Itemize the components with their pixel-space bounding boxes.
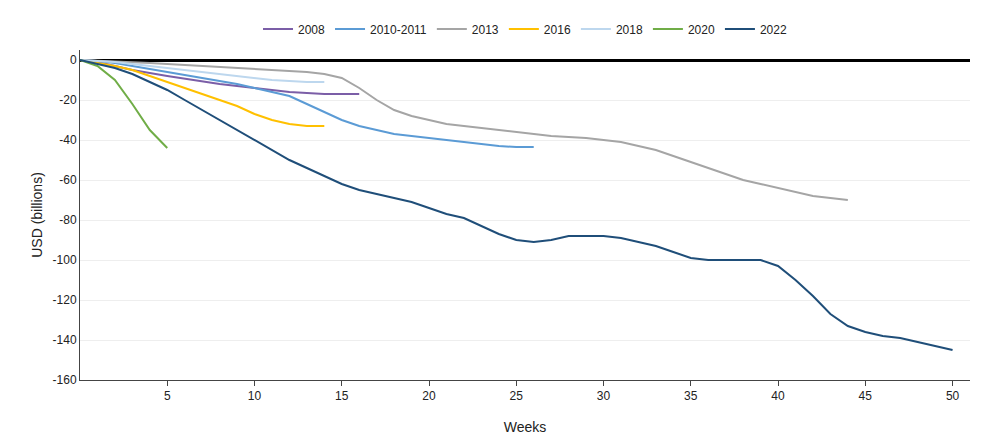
svg-text:35: 35 xyxy=(684,389,698,403)
svg-text:Weeks: Weeks xyxy=(504,419,547,435)
svg-text:-60: -60 xyxy=(59,173,77,187)
svg-text:30: 30 xyxy=(597,389,611,403)
svg-text:25: 25 xyxy=(510,389,524,403)
svg-text:10: 10 xyxy=(248,389,262,403)
svg-text:15: 15 xyxy=(335,389,349,403)
svg-text:2016: 2016 xyxy=(544,23,571,37)
svg-text:-20: -20 xyxy=(59,93,77,107)
svg-text:-40: -40 xyxy=(59,133,77,147)
svg-text:2010-2011: 2010-2011 xyxy=(370,23,427,37)
svg-text:2020: 2020 xyxy=(688,23,715,37)
svg-text:-140: -140 xyxy=(53,333,77,347)
svg-text:-80: -80 xyxy=(59,213,77,227)
svg-text:0: 0 xyxy=(70,53,77,67)
svg-text:-120: -120 xyxy=(53,293,77,307)
svg-text:50: 50 xyxy=(946,389,960,403)
svg-text:40: 40 xyxy=(771,389,785,403)
svg-text:-100: -100 xyxy=(53,253,77,267)
svg-text:45: 45 xyxy=(859,389,873,403)
svg-text:2018: 2018 xyxy=(616,23,643,37)
svg-text:USD (billions): USD (billions) xyxy=(29,172,45,258)
svg-text:2008: 2008 xyxy=(298,23,325,37)
svg-text:2013: 2013 xyxy=(472,23,499,37)
svg-text:20: 20 xyxy=(422,389,436,403)
svg-text:-160: -160 xyxy=(53,373,77,387)
svg-text:5: 5 xyxy=(164,389,171,403)
svg-text:2022: 2022 xyxy=(760,23,787,37)
